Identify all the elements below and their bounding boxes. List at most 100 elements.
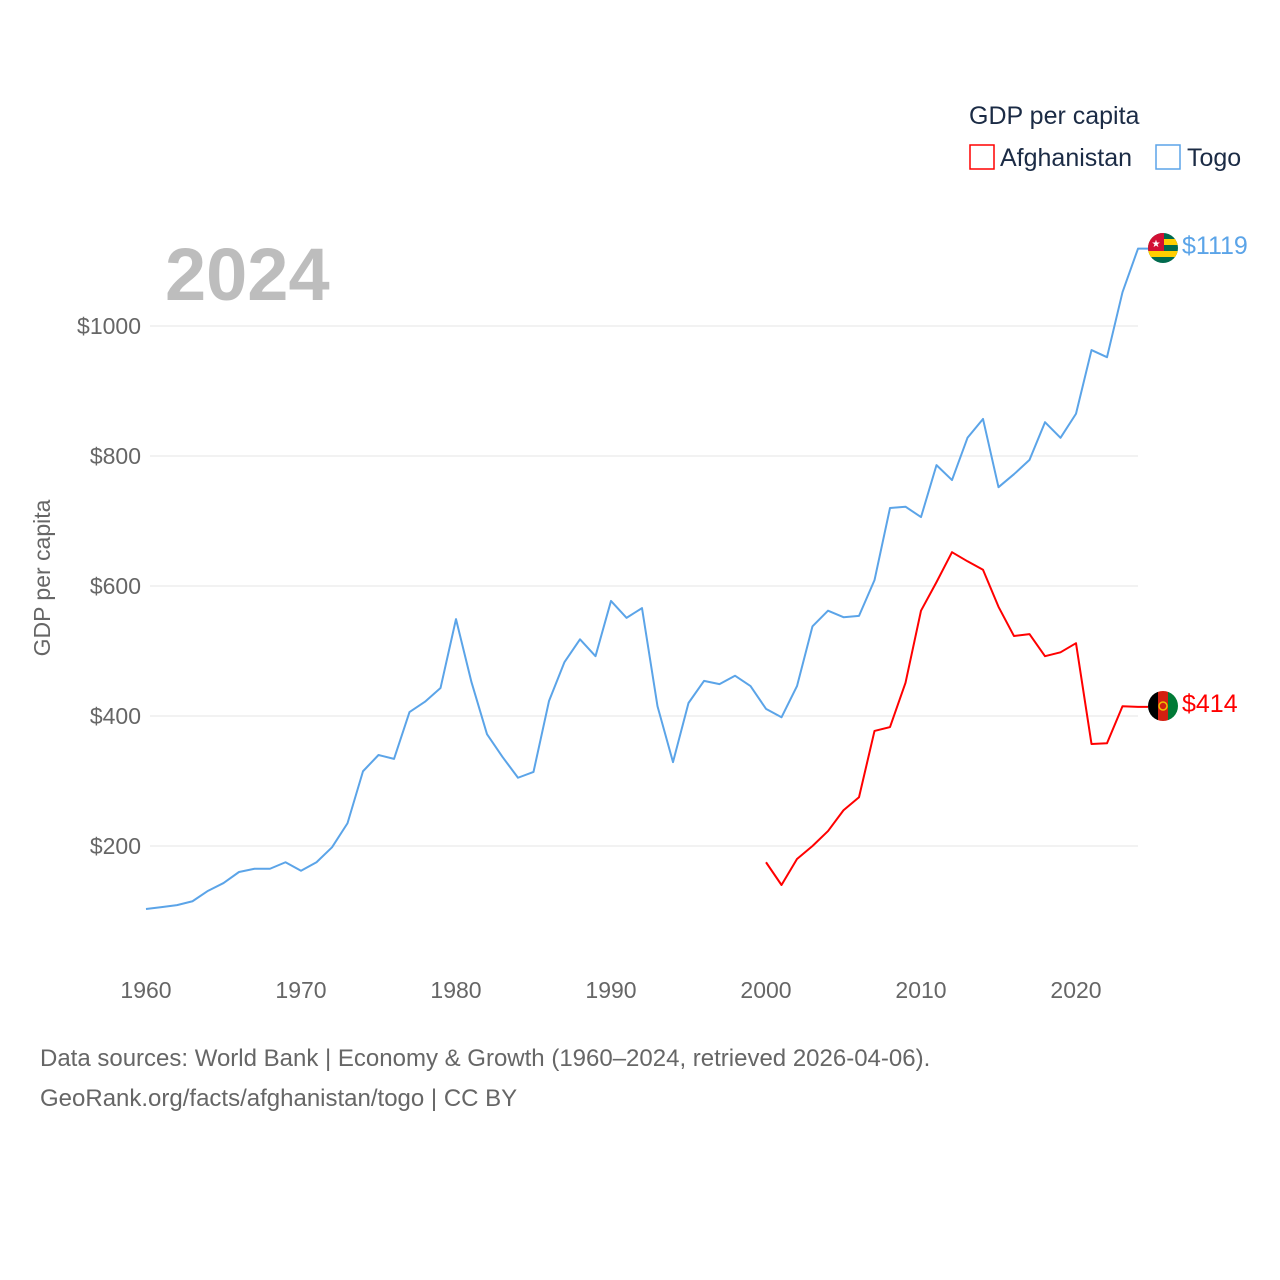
data-point-togo[interactable] [763,706,769,712]
data-point-afghanistan[interactable] [949,549,955,555]
data-point-togo[interactable] [1027,457,1033,463]
legend-swatch-togo[interactable] [1155,144,1181,170]
data-point-togo[interactable] [593,653,599,659]
data-point-afghanistan[interactable] [1135,704,1141,710]
data-point-togo[interactable] [1058,435,1064,441]
data-point-afghanistan[interactable] [903,680,909,686]
data-point-togo[interactable] [1104,354,1110,360]
data-point-afghanistan[interactable] [965,558,971,564]
data-point-togo[interactable] [236,869,242,875]
data-point-togo[interactable] [1120,289,1126,295]
data-point-togo[interactable] [283,859,289,865]
data-point-afghanistan[interactable] [1073,640,1079,646]
data-point-togo[interactable] [965,435,971,441]
data-point-togo[interactable] [314,859,320,865]
data-point-togo[interactable] [887,505,893,511]
data-point-togo[interactable] [376,752,382,758]
data-point-afghanistan[interactable] [841,807,847,813]
data-point-togo[interactable] [1089,347,1095,353]
data-point-togo[interactable] [639,605,645,611]
data-point-afghanistan[interactable] [887,724,893,730]
data-point-togo[interactable] [546,698,552,704]
data-point-togo[interactable] [996,484,1002,490]
data-point-togo[interactable] [717,681,723,687]
y-tick-label: $200 [90,833,141,859]
data-point-togo[interactable] [934,462,940,468]
data-point-togo[interactable] [1011,471,1017,477]
data-point-togo[interactable] [1135,246,1141,252]
data-point-togo[interactable] [298,868,304,874]
x-axis-ticks: 1960 1970 1980 1990 2000 2010 2020 [120,977,1101,1003]
data-point-togo[interactable] [469,679,475,685]
data-point-togo[interactable] [1042,419,1048,425]
data-point-afghanistan[interactable] [1011,633,1017,639]
data-point-togo[interactable] [515,775,521,781]
data-point-afghanistan[interactable] [1089,741,1095,747]
data-point-togo[interactable] [360,768,366,774]
data-point-togo[interactable] [872,577,878,583]
data-point-togo[interactable] [686,700,692,706]
data-point-togo[interactable] [422,699,428,705]
data-point-afghanistan[interactable] [872,728,878,734]
data-point-afghanistan[interactable] [1104,740,1110,746]
data-point-togo[interactable] [1073,411,1079,417]
data-point-afghanistan[interactable] [779,882,785,888]
data-point-togo[interactable] [918,514,924,520]
legend-label-afghanistan[interactable]: Afghanistan [1000,144,1132,172]
data-point-afghanistan[interactable] [794,856,800,862]
data-point-togo[interactable] [190,898,196,904]
data-point-togo[interactable] [221,880,227,886]
footer-attribution[interactable]: GeoRank.org/facts/afghanistan/togo | CC … [40,1085,518,1112]
data-point-afghanistan[interactable] [996,604,1002,610]
data-point-togo[interactable] [794,683,800,689]
data-point-togo[interactable] [980,416,986,422]
data-point-togo[interactable] [608,598,614,604]
data-point-togo[interactable] [670,759,676,765]
legend-label-togo[interactable]: Togo [1187,144,1241,172]
data-point-togo[interactable] [701,678,707,684]
data-point-togo[interactable] [577,636,583,642]
data-point-afghanistan[interactable] [980,567,986,573]
data-point-afghanistan[interactable] [825,828,831,834]
data-point-togo[interactable] [438,685,444,691]
data-point-afghanistan[interactable] [810,843,816,849]
data-point-togo[interactable] [562,659,568,665]
data-point-togo[interactable] [825,608,831,614]
data-point-togo[interactable] [624,615,630,621]
data-point-afghanistan[interactable] [1042,653,1048,659]
data-point-afghanistan[interactable] [763,859,769,865]
data-point-afghanistan[interactable] [918,608,924,614]
data-point-togo[interactable] [655,703,661,709]
data-point-afghanistan[interactable] [1120,703,1126,709]
x-tick-label: 1980 [430,977,481,1003]
legend-swatch-afghanistan[interactable] [969,144,995,170]
data-point-togo[interactable] [453,616,459,622]
data-point-togo[interactable] [143,906,149,912]
data-point-togo[interactable] [345,820,351,826]
data-point-togo[interactable] [484,731,490,737]
data-point-togo[interactable] [779,714,785,720]
data-point-togo[interactable] [407,709,413,715]
data-point-togo[interactable] [841,614,847,620]
data-point-togo[interactable] [856,613,862,619]
data-point-togo[interactable] [810,623,816,629]
data-point-togo[interactable] [391,756,397,762]
data-point-togo[interactable] [531,769,537,775]
x-tick-label: 1970 [275,977,326,1003]
data-point-togo[interactable] [267,866,273,872]
data-point-togo[interactable] [159,904,165,910]
data-point-togo[interactable] [500,754,506,760]
data-point-togo[interactable] [252,866,258,872]
data-point-togo[interactable] [949,477,955,483]
data-point-afghanistan[interactable] [1027,631,1033,637]
data-point-togo[interactable] [732,673,738,679]
data-point-afghanistan[interactable] [1058,649,1064,655]
data-point-afghanistan[interactable] [856,794,862,800]
y-tick-label: $800 [90,443,141,469]
data-point-afghanistan[interactable] [934,579,940,585]
data-point-togo[interactable] [174,902,180,908]
data-point-togo[interactable] [205,888,211,894]
data-point-togo[interactable] [903,504,909,510]
data-point-togo[interactable] [329,844,335,850]
data-point-togo[interactable] [748,683,754,689]
